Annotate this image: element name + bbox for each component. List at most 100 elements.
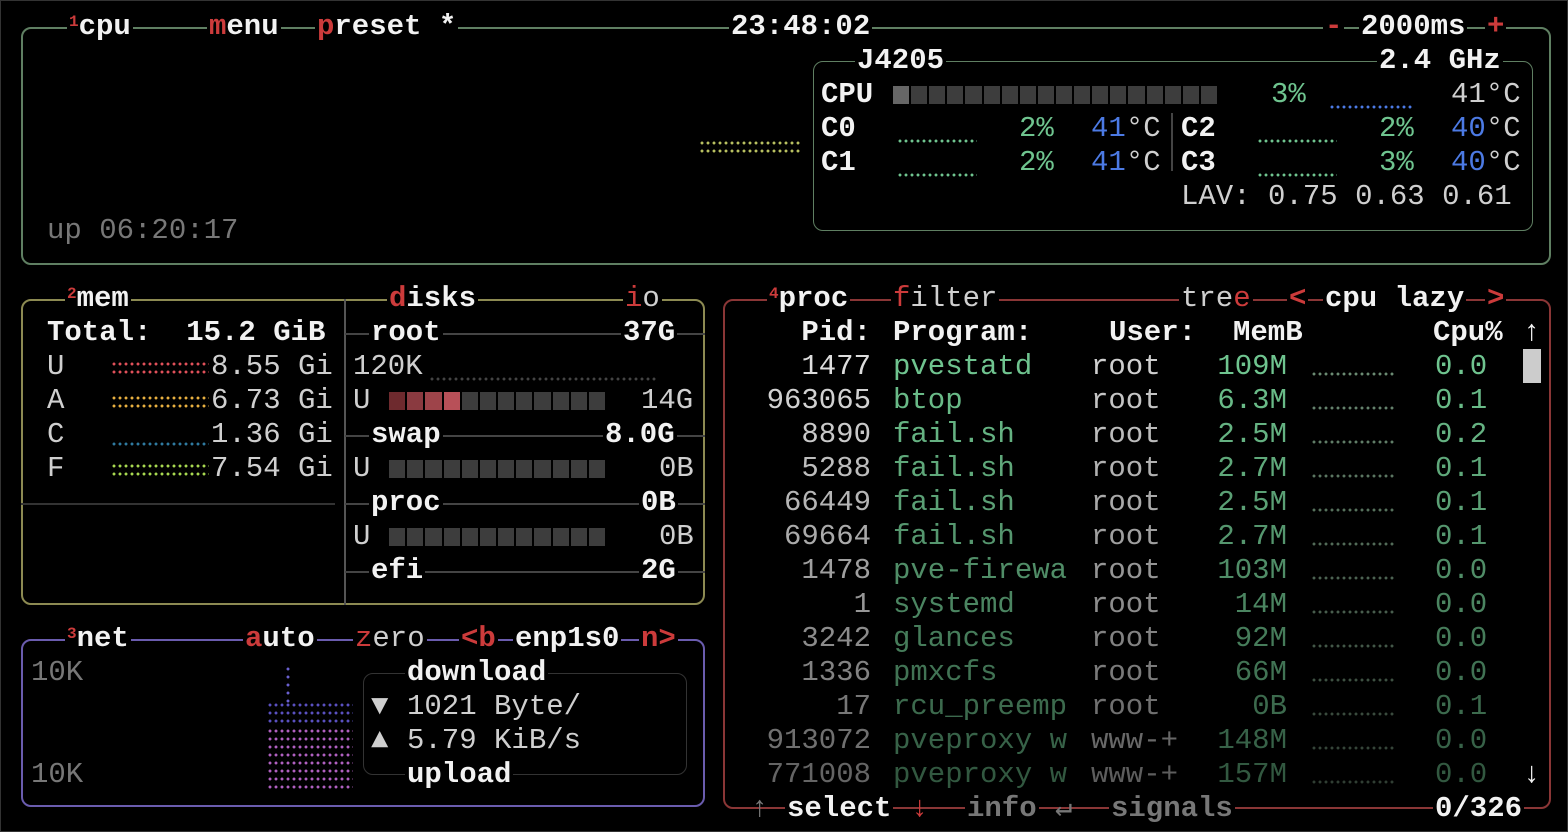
process-user: root: [1091, 418, 1161, 451]
bar-segment: [407, 392, 424, 410]
process-mem: 66M: [1234, 656, 1287, 689]
disks-button[interactable]: disks: [387, 282, 479, 316]
mem-box: [21, 299, 705, 605]
process-pid: 1477: [801, 350, 871, 383]
header-program[interactable]: Program:: [893, 316, 1033, 349]
bar-segment: [443, 392, 460, 410]
net-interface: enp1s0: [513, 622, 622, 656]
bar-segment: [479, 528, 497, 546]
scrollbar-thumb[interactable]: [1523, 349, 1541, 383]
mem-row-graph: [111, 462, 209, 480]
signals-button[interactable]: signals: [1109, 792, 1235, 826]
interval-increase-button[interactable]: +: [1485, 10, 1507, 44]
proc-tree-button[interactable]: tree: [1179, 282, 1253, 316]
core-percent: 3%: [1379, 146, 1414, 179]
scroll-down-icon[interactable]: ↓: [1523, 758, 1541, 791]
bar-segment: [1037, 86, 1054, 104]
core-divider: [1171, 113, 1173, 171]
footer-down-icon[interactable]: ↓: [911, 792, 929, 825]
disks-hotkey: d: [389, 282, 407, 315]
process-program: btop: [893, 384, 963, 417]
interval-decrease-button[interactable]: -: [1323, 10, 1345, 44]
net-zero-button[interactable]: zero: [353, 622, 427, 656]
process-user: root: [1091, 588, 1161, 621]
disk-proc-bar: [389, 528, 606, 546]
bar-segment: [498, 460, 515, 478]
cpu-total-percent: 3%: [1271, 78, 1306, 111]
cpu-model: J4205: [855, 44, 947, 78]
select-label[interactable]: select: [785, 792, 894, 826]
header-mem[interactable]: MemB: [1233, 316, 1303, 349]
net-next-interface-button[interactable]: n>: [639, 622, 678, 656]
mem-box-number: 2: [67, 285, 77, 303]
disk-efi-name: efi: [369, 554, 426, 588]
upload-label: upload: [405, 758, 514, 792]
disk-root-io-graph: [429, 375, 657, 383]
bar-segment: [425, 460, 442, 478]
process-user: root: [1091, 520, 1161, 553]
net-prev-interface-button[interactable]: <b: [459, 622, 498, 656]
disk-swap-used: 0B: [659, 452, 694, 485]
lav-15: 0.61: [1442, 180, 1512, 213]
proc-box-title[interactable]: 4proc: [767, 282, 851, 316]
mem-row-key: A: [47, 384, 65, 417]
mem-total: Total: 15.2 GiB: [47, 316, 326, 349]
process-mem: 2.7M: [1217, 452, 1287, 485]
tree-hotkey: e: [1233, 282, 1251, 315]
sort-prev-button[interactable]: <: [1287, 282, 1309, 316]
net-download-graph-spike: [285, 665, 291, 705]
net-title: net: [76, 622, 129, 655]
proc-title: proc: [778, 282, 849, 315]
bar-segment: [461, 392, 478, 410]
cpu-total-label: CPU: [821, 78, 874, 111]
process-cpu-graph: [1311, 472, 1395, 480]
update-interval: 2000ms: [1359, 10, 1468, 44]
bar-segment: [588, 460, 606, 478]
process-cpu: 0.0: [1435, 554, 1488, 587]
core-temp: 41°C: [1091, 112, 1161, 146]
bar-segment: [570, 392, 587, 410]
core-sparkline: [1257, 137, 1337, 145]
sort-next-button[interactable]: >: [1485, 282, 1507, 316]
proc-filter-button[interactable]: filter: [891, 282, 1000, 316]
header-cpu[interactable]: Cpu%: [1433, 316, 1503, 349]
cpu-box-title[interactable]: 1cpu: [67, 10, 133, 44]
header-pid[interactable]: Pid:: [801, 316, 871, 349]
disk-line: [345, 333, 705, 335]
net-box-number: 3: [67, 625, 77, 643]
disk-swap-size: 8.0G: [603, 418, 677, 452]
io-button[interactable]: io: [623, 282, 662, 316]
net-scale-bottom: 10K: [31, 758, 84, 791]
disks-label: isks: [406, 282, 477, 315]
header-user[interactable]: User:: [1109, 316, 1197, 349]
net-box-title[interactable]: 3net: [65, 622, 131, 656]
bar-segment: [570, 460, 587, 478]
net-auto-button[interactable]: auto: [243, 622, 317, 656]
process-pid: 913072: [766, 724, 871, 757]
upload-arrow-icon: ▲: [371, 724, 389, 757]
process-program: rcu_preemp: [893, 690, 1068, 723]
bar-segment: [443, 460, 460, 478]
bar-segment: [1182, 86, 1199, 104]
bar-segment: [1164, 86, 1181, 104]
preset-button[interactable]: preset *: [315, 10, 459, 44]
core-percent: 2%: [1019, 146, 1054, 179]
bar-segment: [461, 528, 478, 546]
process-cpu-graph: [1311, 778, 1395, 786]
menu-button[interactable]: menu: [207, 10, 281, 44]
auto-label: uto: [262, 622, 315, 655]
scroll-up-icon[interactable]: ↑: [1523, 316, 1541, 349]
mem-row-graph: [111, 394, 209, 412]
disk-root-name: root: [369, 316, 443, 350]
bar-segment: [425, 392, 442, 410]
core-label: C3: [1181, 146, 1216, 179]
io-label: o: [642, 282, 660, 315]
mem-row-key: U: [47, 350, 65, 383]
info-button[interactable]: info: [965, 792, 1039, 826]
mem-box-title[interactable]: 2mem: [65, 282, 131, 316]
process-cpu-graph: [1311, 744, 1395, 752]
clock: 23:48:02: [729, 10, 873, 44]
core-percent: 2%: [1019, 112, 1054, 145]
footer-up-icon[interactable]: ↑: [751, 792, 769, 825]
